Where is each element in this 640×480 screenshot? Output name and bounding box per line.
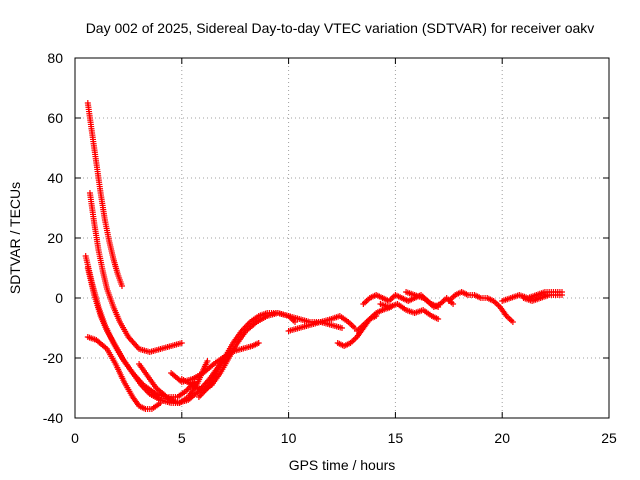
x-axis-label: GPS time / hours — [289, 457, 396, 473]
data-point — [118, 283, 125, 289]
x-tick-label: 15 — [388, 430, 404, 446]
data-point — [178, 340, 185, 346]
y-tick-label: 0 — [55, 290, 63, 306]
data-point — [435, 316, 442, 322]
data-point — [509, 319, 516, 325]
series-arc-16 — [445, 289, 516, 325]
series-arc-14 — [377, 301, 442, 322]
series-arc-5 — [84, 334, 164, 412]
y-tick-label: -40 — [43, 410, 63, 426]
x-tick-label: 10 — [281, 430, 297, 446]
x-tick-label: 20 — [494, 430, 510, 446]
data-point — [450, 301, 457, 307]
x-tick-label: 25 — [601, 430, 617, 446]
axis-ticks: 0 5 10 15 20 25 -40 -20 0 20 40 60 80 — [43, 50, 617, 446]
chart-title: Day 002 of 2025, Sidereal Day-to-day VTE… — [86, 20, 595, 36]
data-point — [339, 325, 345, 331]
y-tick-label: 40 — [47, 170, 63, 186]
data-point — [204, 358, 211, 364]
series-line — [198, 312, 343, 398]
y-tick-label: 60 — [47, 110, 63, 126]
grid-lines — [75, 58, 609, 418]
y-axis-label: SDTVAR / TECUs — [7, 182, 23, 294]
series-arc-1 — [84, 100, 125, 289]
y-tick-label: 80 — [47, 50, 63, 66]
series-arc-15 — [403, 289, 442, 310]
data-point — [292, 319, 299, 325]
x-tick-label: 0 — [71, 430, 79, 446]
plot-frame — [74, 57, 610, 419]
data-series — [82, 100, 566, 412]
series-line — [87, 336, 161, 410]
series-arc-18 — [520, 292, 566, 304]
data-point — [435, 304, 442, 310]
data-point — [559, 292, 566, 298]
x-tick-label: 5 — [178, 430, 186, 446]
y-tick-label: 20 — [47, 230, 63, 246]
data-point — [157, 400, 164, 406]
series-arc-2 — [86, 190, 185, 355]
y-tick-label: -20 — [43, 350, 63, 366]
data-point — [255, 340, 262, 346]
series-arc-10 — [285, 313, 358, 334]
